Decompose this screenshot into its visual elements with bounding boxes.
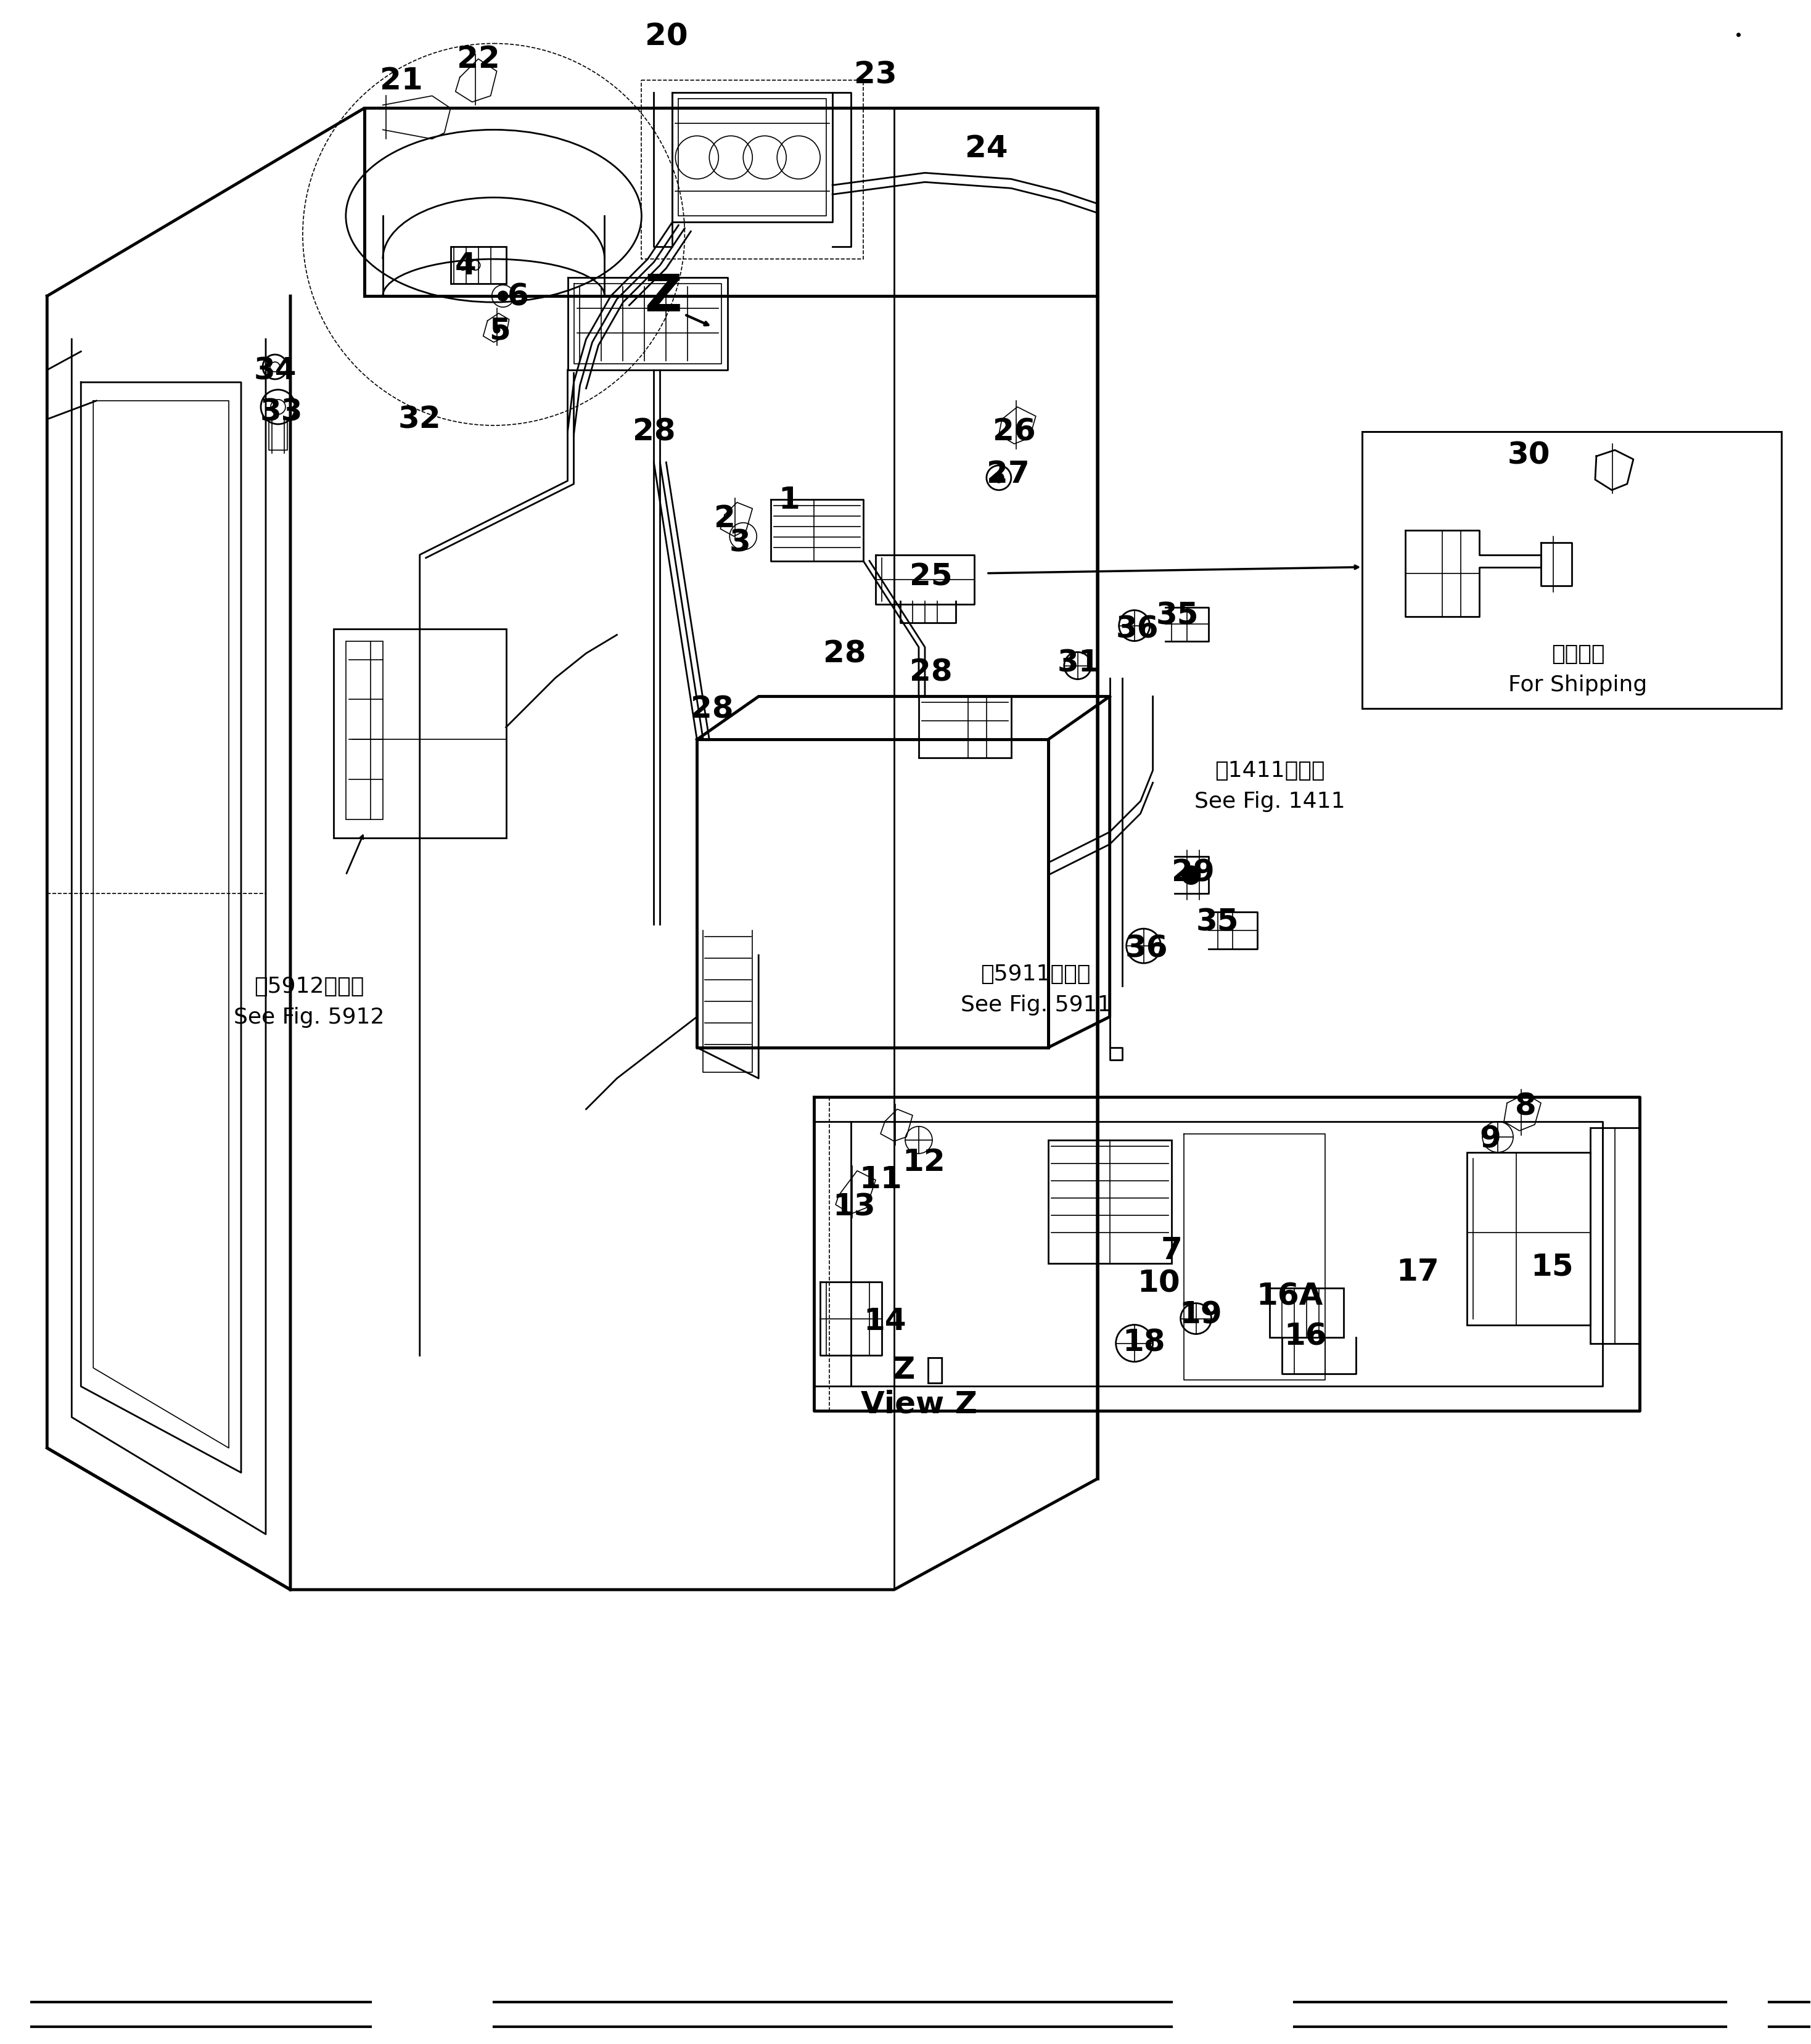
Text: 36: 36 [1125, 934, 1168, 963]
Text: 第1411図参照: 第1411図参照 [1215, 760, 1326, 781]
Text: Z: Z [645, 272, 681, 321]
Text: 5: 5 [489, 315, 511, 345]
Text: 19: 19 [1179, 1300, 1222, 1329]
Text: 29: 29 [1172, 858, 1215, 887]
Text: Z 視
View Z: Z 視 View Z [860, 1355, 976, 1419]
Text: 17: 17 [1396, 1257, 1440, 1286]
Text: 7: 7 [1161, 1235, 1183, 1265]
Text: 27: 27 [987, 460, 1030, 489]
Text: 15: 15 [1530, 1251, 1574, 1282]
Text: 8: 8 [1514, 1091, 1536, 1122]
Text: 16: 16 [1284, 1320, 1327, 1351]
Text: 第5912図参照: 第5912図参照 [254, 975, 364, 997]
Text: 25: 25 [909, 562, 953, 591]
Bar [641, 82, 864, 260]
Text: 11: 11 [858, 1165, 902, 1194]
Text: 10: 10 [1137, 1269, 1181, 1298]
Text: 28: 28 [632, 417, 676, 448]
Bar [1590, 1128, 1639, 1343]
Text: 24: 24 [965, 135, 1009, 164]
Text: 第5911図参照: 第5911図参照 [982, 963, 1090, 985]
Text: See Fig. 5911: See Fig. 5911 [960, 993, 1112, 1016]
Text: 30: 30 [1507, 442, 1550, 470]
Text: 3: 3 [730, 527, 752, 558]
Circle shape [494, 327, 500, 333]
Text: 35: 35 [1195, 908, 1239, 936]
Circle shape [994, 474, 1003, 482]
Text: 1: 1 [779, 484, 800, 515]
Text: 28: 28 [692, 695, 733, 724]
Bar [1362, 431, 1782, 709]
Text: For Shipping: For Shipping [1509, 675, 1648, 695]
Text: 18: 18 [1123, 1327, 1164, 1357]
Text: 32: 32 [398, 405, 442, 435]
Text: See Fig. 5912: See Fig. 5912 [234, 1006, 384, 1028]
Text: 12: 12 [902, 1147, 945, 1177]
Text: 9: 9 [1480, 1124, 1501, 1153]
Text: 31: 31 [1058, 648, 1101, 679]
Text: 4: 4 [455, 251, 476, 280]
Bar [1270, 1288, 1344, 1337]
Text: 2: 2 [714, 503, 735, 533]
Circle shape [1183, 867, 1201, 885]
Text: 運搬部品: 運搬部品 [1552, 644, 1605, 664]
Text: 16A: 16A [1257, 1282, 1324, 1310]
Bar [918, 697, 1011, 758]
Text: 6: 6 [507, 282, 529, 311]
Circle shape [498, 292, 507, 300]
Bar [451, 247, 505, 284]
Text: 26: 26 [992, 417, 1036, 448]
Text: 13: 13 [833, 1192, 875, 1222]
Text: 21: 21 [380, 65, 422, 96]
Text: 33: 33 [259, 397, 302, 427]
Text: 28: 28 [909, 658, 953, 687]
Text: 34: 34 [254, 356, 297, 384]
Bar [346, 642, 382, 820]
Text: 20: 20 [645, 22, 688, 51]
Text: 22: 22 [456, 45, 500, 74]
Bar [1467, 1153, 1590, 1325]
Bar [1362, 431, 1782, 709]
Text: 36: 36 [1116, 615, 1159, 644]
Text: 14: 14 [864, 1306, 906, 1335]
Bar [333, 630, 505, 838]
Text: See Fig. 1411: See Fig. 1411 [1195, 791, 1346, 811]
Text: 28: 28 [824, 640, 866, 668]
Bar [1049, 1141, 1172, 1263]
Text: 35: 35 [1155, 601, 1199, 630]
Text: 23: 23 [855, 59, 896, 90]
